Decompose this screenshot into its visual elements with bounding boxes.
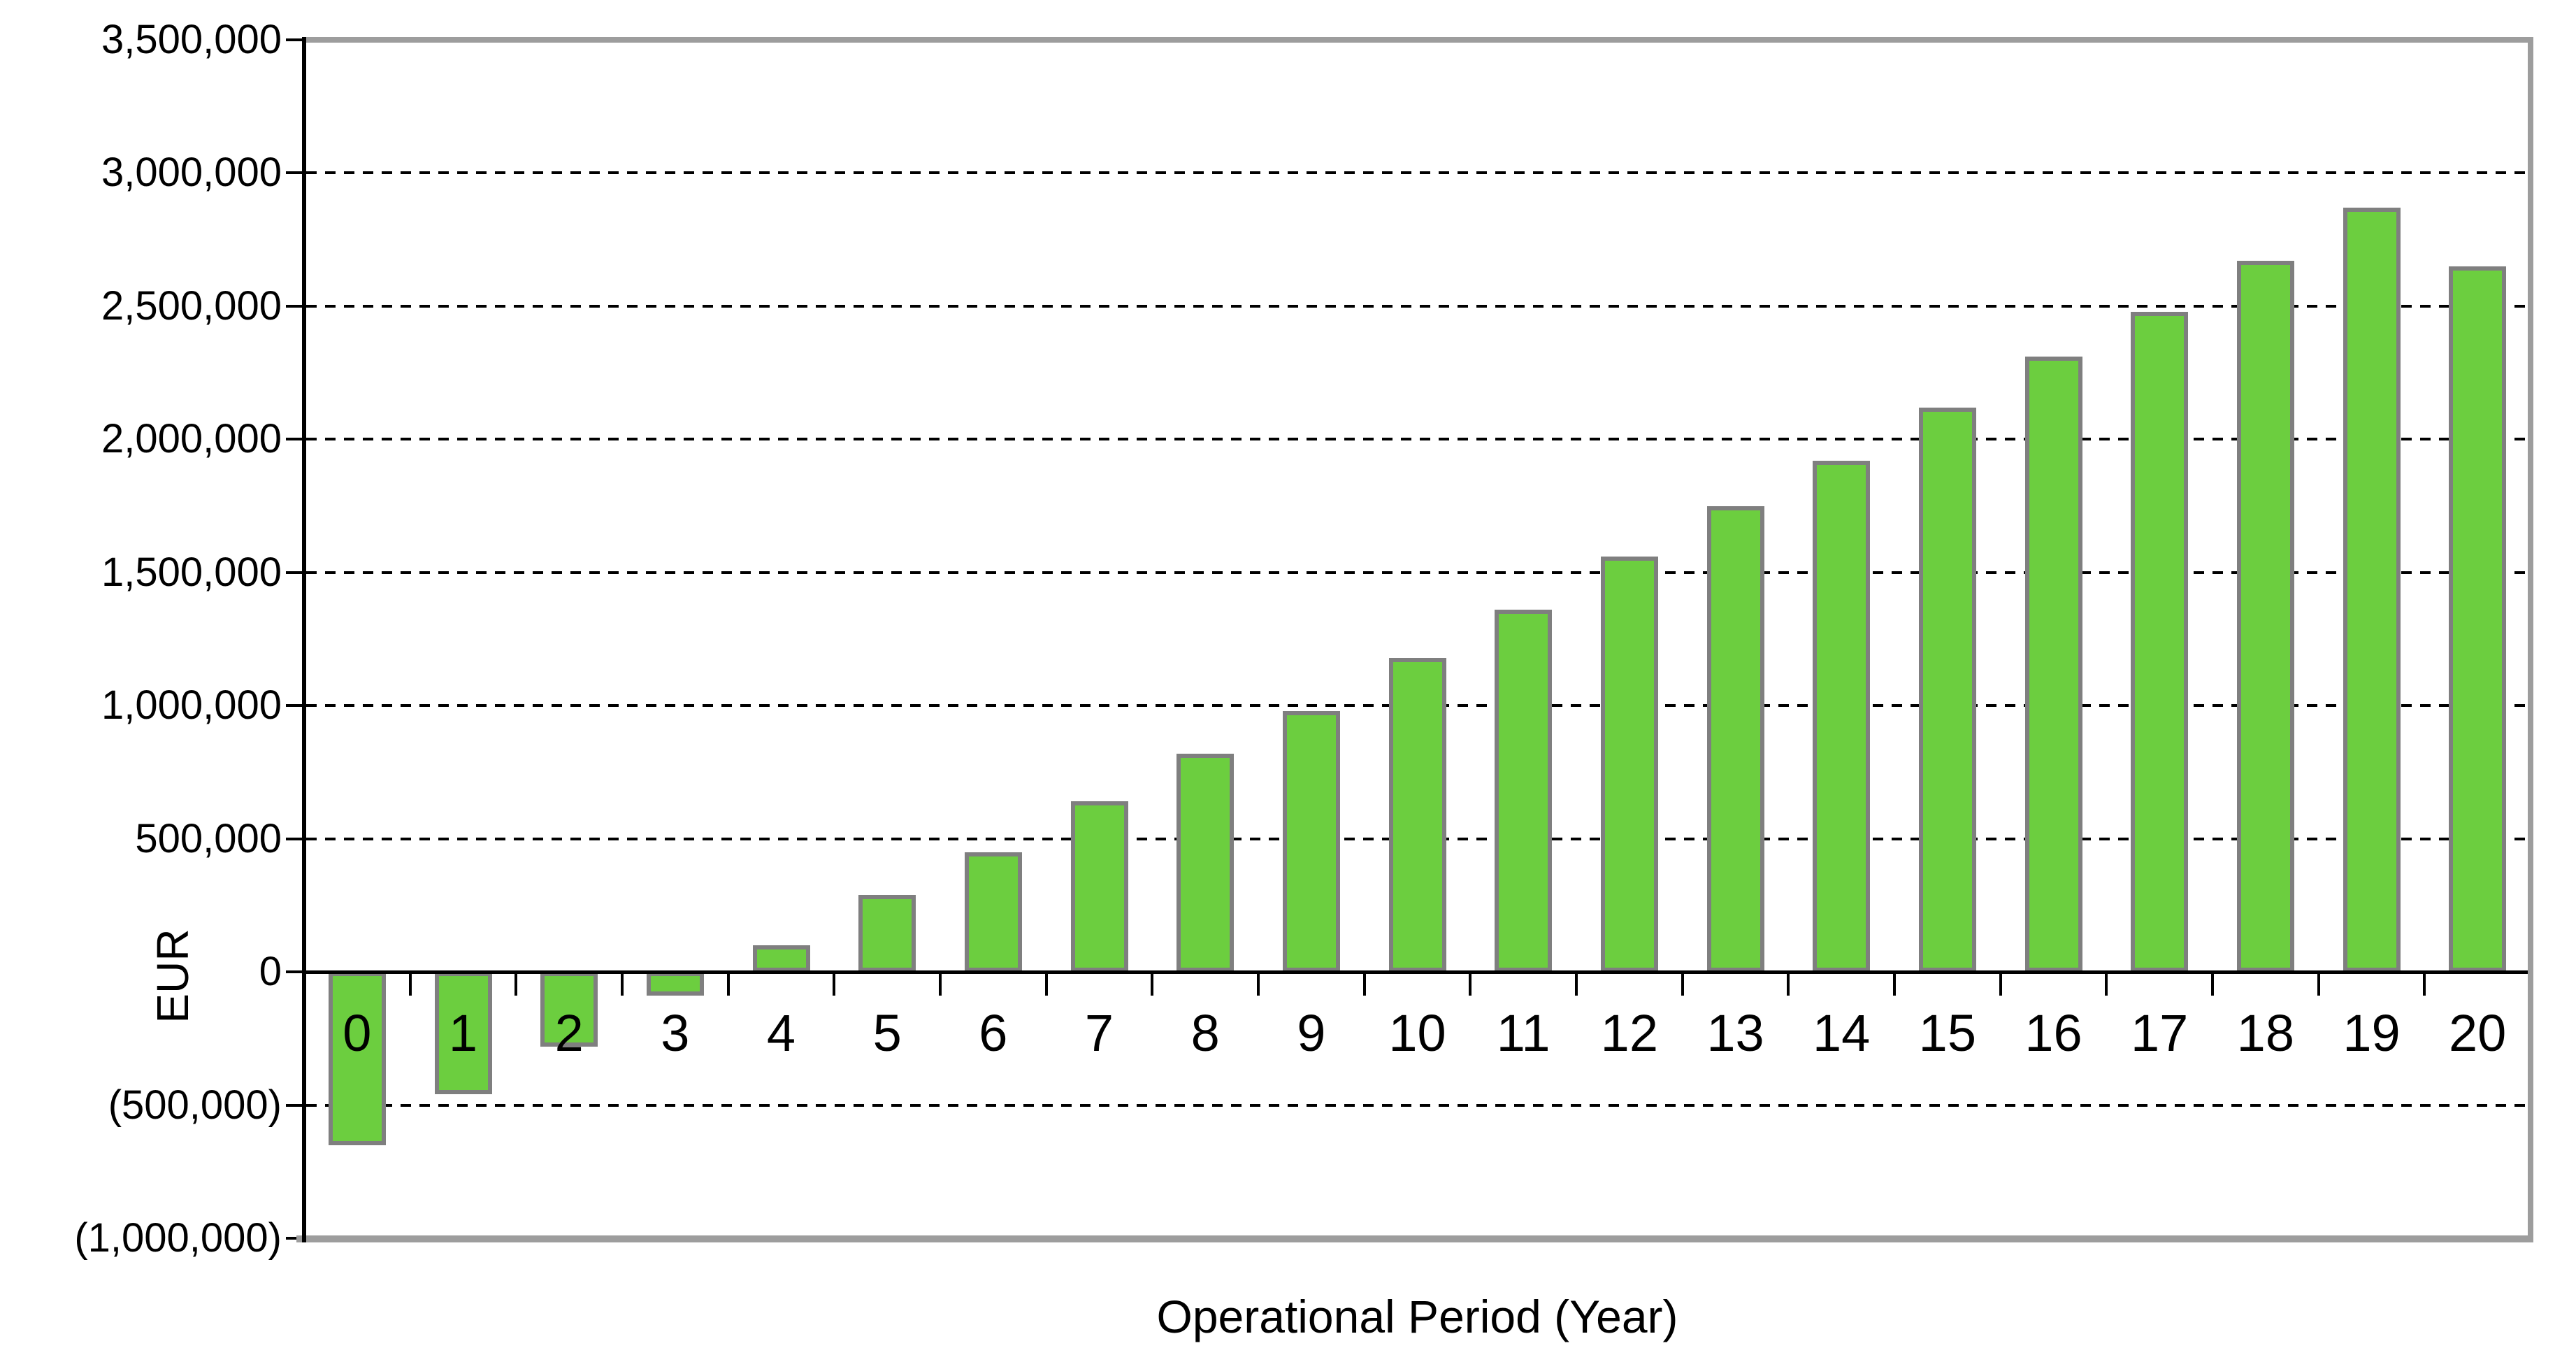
- x-tick-label: 6: [979, 1004, 1008, 1063]
- y-axis-line: [302, 37, 306, 1242]
- x-tick-mark: [833, 972, 836, 996]
- x-tick-mark: [408, 972, 412, 996]
- x-tick-label: 5: [872, 1004, 902, 1063]
- x-tick-mark: [2211, 972, 2214, 996]
- x-tick-label: 13: [1706, 1004, 1764, 1063]
- bar-year-1: [434, 972, 492, 1095]
- bar-year-3: [646, 972, 704, 996]
- x-tick-mark: [1999, 972, 2002, 996]
- x-tick-label: 2: [554, 1004, 584, 1063]
- y-tick-mark: [286, 704, 304, 708]
- x-tick-label: 3: [661, 1004, 690, 1063]
- gridline-3000000: [306, 171, 2528, 175]
- x-tick-mark: [726, 972, 730, 996]
- y-tick-mark: [286, 571, 304, 574]
- y-tick-label: 2,500,000: [101, 282, 282, 329]
- bar-year-17: [2131, 311, 2189, 973]
- x-tick-mark: [1681, 972, 1684, 996]
- y-tick-mark: [286, 1237, 304, 1240]
- x-tick-label: 7: [1084, 1004, 1114, 1063]
- y-tick-label: (500,000): [108, 1082, 282, 1128]
- x-tick-mark: [2317, 972, 2320, 996]
- x-tick-label: 17: [2131, 1004, 2189, 1063]
- bar-year-6: [964, 852, 1022, 973]
- y-tick-mark: [286, 1103, 304, 1107]
- x-tick-label: 16: [2024, 1004, 2082, 1063]
- x-tick-mark: [1151, 972, 1154, 996]
- x-tick-mark: [2105, 972, 2108, 996]
- bar-year-7: [1070, 801, 1128, 973]
- bar-year-2: [540, 972, 598, 1047]
- x-tick-label: 8: [1190, 1004, 1220, 1063]
- y-tick-mark: [286, 438, 304, 441]
- x-tick-label: 9: [1297, 1004, 1326, 1063]
- y-tick-mark: [286, 837, 304, 840]
- plot-border-bottom: [296, 1235, 2533, 1242]
- bar-year-11: [1495, 610, 1553, 973]
- y-tick-label: 0: [259, 949, 282, 995]
- bar-year-19: [2343, 207, 2401, 973]
- x-tick-mark: [515, 972, 518, 996]
- gridline-2000000: [306, 438, 2528, 441]
- x-tick-mark: [1575, 972, 1578, 996]
- x-tick-label: 18: [2236, 1004, 2294, 1063]
- y-axis-title: EUR: [147, 928, 198, 1024]
- bar-year-4: [752, 945, 810, 973]
- bar-year-13: [1706, 505, 1764, 973]
- x-tick-mark: [939, 972, 942, 996]
- bar-year-9: [1282, 710, 1340, 973]
- x-tick-label: 0: [343, 1004, 372, 1063]
- zero-axis-line: [302, 970, 2531, 975]
- x-tick-label: 20: [2449, 1004, 2507, 1063]
- x-tick-mark: [1044, 972, 1048, 996]
- bar-year-18: [2236, 261, 2294, 973]
- x-tick-mark: [621, 972, 624, 996]
- y-tick-label: 3,000,000: [101, 150, 282, 196]
- bar-year-20: [2449, 266, 2507, 973]
- bar-year-14: [1813, 460, 1871, 973]
- x-tick-mark: [1893, 972, 1896, 996]
- x-axis-title: Operational Period (Year): [1156, 1291, 1678, 1342]
- bar-year-16: [2024, 357, 2082, 973]
- gridline-1500000: [306, 571, 2528, 574]
- x-tick-label: 11: [1496, 1004, 1550, 1063]
- x-tick-label: 4: [766, 1004, 796, 1063]
- x-tick-mark: [1257, 972, 1260, 996]
- x-tick-label: 15: [1918, 1004, 1976, 1063]
- bar-year-12: [1600, 556, 1658, 973]
- bar-year-8: [1177, 753, 1235, 973]
- x-tick-mark: [1362, 972, 1366, 996]
- y-tick-mark: [286, 171, 304, 175]
- y-tick-mark: [286, 304, 304, 308]
- y-tick-label: (1,000,000): [74, 1215, 282, 1261]
- y-tick-label: 500,000: [135, 815, 282, 861]
- bar-year-0: [328, 972, 386, 1145]
- x-tick-mark: [1469, 972, 1472, 996]
- y-tick-mark: [286, 970, 304, 974]
- y-tick-mark: [286, 38, 304, 41]
- x-tick-mark: [1787, 972, 1790, 996]
- x-tick-mark: [2423, 972, 2426, 996]
- bar-year-5: [858, 894, 916, 973]
- y-tick-label: 1,500,000: [101, 549, 282, 595]
- x-tick-label: 19: [2343, 1004, 2401, 1063]
- y-tick-label: 2,000,000: [101, 416, 282, 462]
- x-tick-label: 14: [1813, 1004, 1871, 1063]
- bar-year-10: [1388, 657, 1446, 973]
- x-tick-label: 10: [1388, 1004, 1446, 1063]
- y-tick-label: 3,500,000: [101, 17, 282, 62]
- gridline--500000: [306, 1103, 2528, 1107]
- plot-border-right: [2528, 37, 2533, 1241]
- bar-year-15: [1918, 407, 1976, 973]
- x-tick-label: 12: [1600, 1004, 1658, 1063]
- y-tick-label: 1,000,000: [101, 682, 282, 729]
- gridline-2500000: [306, 304, 2528, 308]
- x-tick-label: 1: [448, 1004, 478, 1063]
- plot-border-top: [302, 37, 2533, 43]
